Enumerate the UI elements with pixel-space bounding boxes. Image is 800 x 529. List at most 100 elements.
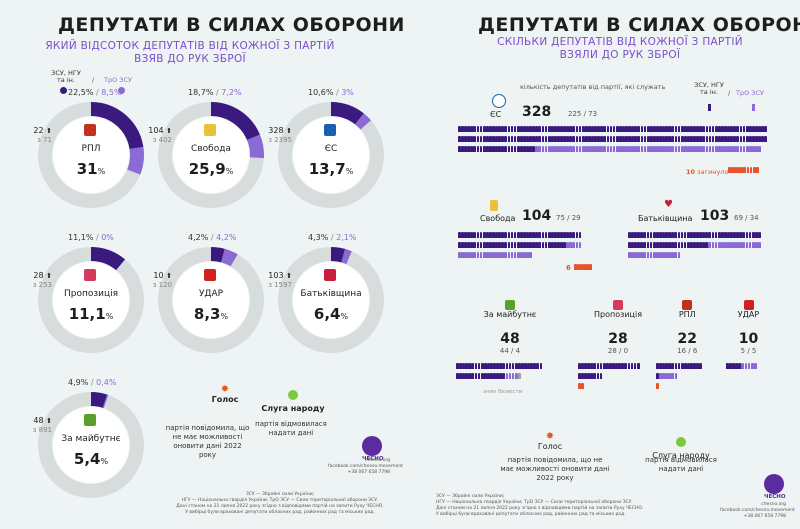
person-zsu-icon [738, 363, 742, 369]
person-zsu-icon [535, 232, 539, 238]
person-zsu-icon [464, 242, 467, 248]
person-tro-icon [485, 252, 489, 258]
person-zsu-icon [479, 136, 483, 142]
person-tro-icon [662, 252, 665, 258]
right-link-phone: +38 067 658 7798 [743, 514, 786, 519]
person-zsu-icon [696, 126, 700, 132]
es-died-label: 10 загинуло [686, 168, 728, 176]
donut-chart [158, 102, 264, 208]
person-zsu-icon [541, 126, 545, 132]
person-zsu-icon [720, 136, 724, 142]
svoboda-split: 75 / 29 [556, 214, 581, 222]
person-zsu-icon [486, 363, 490, 369]
person-zsu-icon [637, 232, 641, 238]
person-zsu-icon [606, 136, 610, 142]
person-zsu-icon [693, 363, 696, 369]
donut-chart [278, 247, 384, 353]
person-zsu-icon [634, 126, 638, 132]
person-zsu-icon [467, 126, 471, 132]
person-zsu-icon [535, 126, 539, 132]
person-zsu-icon [748, 136, 752, 142]
person-zsu-icon [612, 136, 616, 142]
person-zsu-icon [674, 136, 678, 142]
person-zsu-icon [636, 363, 640, 369]
person-zsu-icon [535, 242, 539, 248]
person-tro-icon [522, 252, 526, 258]
person-zsu-icon [693, 136, 696, 142]
person-zsu-icon [587, 136, 591, 142]
person-zsu-icon [671, 136, 675, 142]
right-legend-tro-glyph [752, 104, 755, 111]
propozytsiia-icon [613, 300, 623, 310]
person-zsu-icon [578, 363, 581, 369]
person-tro-icon [526, 252, 529, 258]
person-zsu-icon [465, 363, 469, 369]
person-tro-icon [479, 252, 483, 258]
party-pct-tro: 8,5% [101, 88, 122, 97]
person-zsu-icon [529, 146, 532, 152]
person-zsu-icon [686, 232, 690, 238]
party-count-value: 10 [153, 271, 164, 280]
person-zsu-icon [547, 136, 551, 142]
party-pct-zsu: 4,9% [68, 378, 89, 387]
person-tro-icon [668, 252, 672, 258]
sluha-icon [288, 390, 298, 400]
person-zsu-icon [563, 242, 566, 248]
person-zsu-icon [739, 126, 743, 132]
party-count-value: 104 [148, 126, 164, 135]
person-tro-icon [724, 146, 727, 152]
person-died-icon [728, 167, 731, 173]
person-zsu-icon [754, 232, 758, 238]
person-zsu-icon [683, 232, 687, 238]
person-zsu-icon [671, 363, 675, 369]
person-zsu-icon [519, 146, 523, 152]
person-zsu-icon [640, 242, 644, 248]
person-zsu-icon [465, 373, 469, 379]
person-zsu-icon [547, 232, 551, 238]
person-tro-icon [618, 146, 622, 152]
small-party-total: 28 [608, 331, 628, 347]
donut-zsu-arc [158, 102, 264, 208]
person-zsu-icon [739, 232, 743, 238]
person-zsu-icon [513, 242, 517, 248]
person-zsu-icon [524, 363, 527, 369]
person-zsu-icon [477, 363, 481, 369]
person-zsu-icon [490, 363, 493, 369]
person-zsu-icon [490, 373, 493, 379]
person-zsu-icon [739, 136, 743, 142]
person-zsu-icon [705, 242, 709, 248]
party-total: 11,1% [68, 305, 114, 323]
es-logo-icon [324, 124, 336, 136]
person-tro-icon [714, 146, 718, 152]
person-zsu-icon [596, 373, 600, 379]
right-footnote-3: Дані станом на 21 липня 2022 року згідно… [436, 506, 644, 511]
person-zsu-icon [593, 373, 597, 379]
person-zsu-icon [479, 146, 483, 152]
person-zsu-icon [692, 242, 696, 248]
person-zsu-icon [488, 242, 492, 248]
party-pct: 4,9% / 0,4% [68, 378, 117, 387]
person-zsu-icon [584, 136, 588, 142]
person-zsu-icon [482, 126, 486, 132]
party-pct-zsu: 4,3% [308, 233, 329, 242]
person-zsu-icon [504, 232, 508, 238]
person-died-icon [740, 167, 744, 173]
small-party-split: 44 / 4 [499, 347, 521, 355]
party-count: 48 ⬆ з 891 [22, 416, 52, 435]
person-zsu-icon [569, 126, 573, 132]
person-zsu-icon [702, 232, 706, 238]
person-zsu-icon [634, 232, 637, 238]
person-zsu-icon [538, 136, 542, 142]
party-count-value: 328 [268, 126, 284, 135]
person-zsu-icon [618, 363, 622, 369]
person-zsu-icon [526, 136, 529, 142]
person-zsu-icon [529, 126, 532, 132]
person-zsu-icon [724, 126, 727, 132]
person-tro-icon [584, 146, 588, 152]
person-zsu-icon [714, 126, 718, 132]
small-party-pictogram [456, 363, 564, 383]
person-zsu-icon [674, 363, 678, 369]
party-total: 31% [76, 160, 106, 178]
person-zsu-icon [736, 126, 740, 132]
person-zsu-icon [480, 363, 484, 369]
